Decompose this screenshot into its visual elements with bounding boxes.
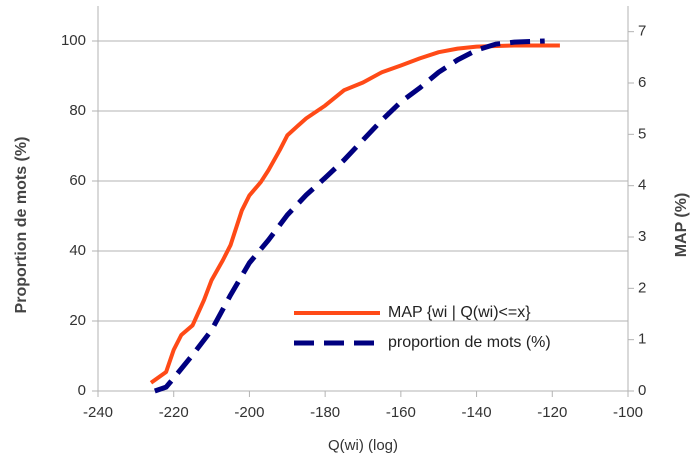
y2-tick-label: 0	[638, 382, 646, 399]
legend-label: proportion de mots (%)	[388, 334, 551, 351]
x-tick-label: -160	[386, 404, 416, 421]
y-tick-label: 100	[61, 32, 86, 49]
y-tick-label: 80	[69, 102, 86, 119]
data-line	[153, 38, 545, 394]
y-tick-label: 60	[69, 172, 86, 189]
y-tick-label: 40	[69, 242, 86, 259]
x-tick-label: -100	[613, 404, 643, 421]
y2-tick-label: 7	[638, 23, 646, 40]
y2-tick-label: 1	[638, 331, 646, 348]
x-tick-label: -140	[462, 404, 492, 421]
y-tick-label: 20	[69, 312, 86, 329]
x-tick-label: -240	[83, 404, 113, 421]
x-tick-label: -120	[537, 404, 567, 421]
y2-tick-label: 6	[638, 74, 646, 91]
y2-tick-label: 5	[638, 125, 646, 142]
x-tick-label: -180	[310, 404, 340, 421]
y2-tick-label: 3	[638, 228, 646, 245]
y-axis-title: Proportion de mots (%)	[13, 137, 30, 314]
y-tick-label: 0	[78, 382, 86, 399]
data-line	[149, 43, 560, 385]
y2-tick-label: 4	[638, 177, 646, 194]
y2-axis-title: MAP (%)	[673, 193, 690, 258]
y2-tick-label: 2	[638, 279, 646, 296]
legend-label: MAP {wi | Q(wi)<=x}	[388, 304, 531, 321]
x-axis-title: Q(wi) (log)	[328, 437, 398, 454]
x-tick-label: -200	[234, 404, 264, 421]
x-tick-label: -220	[159, 404, 189, 421]
